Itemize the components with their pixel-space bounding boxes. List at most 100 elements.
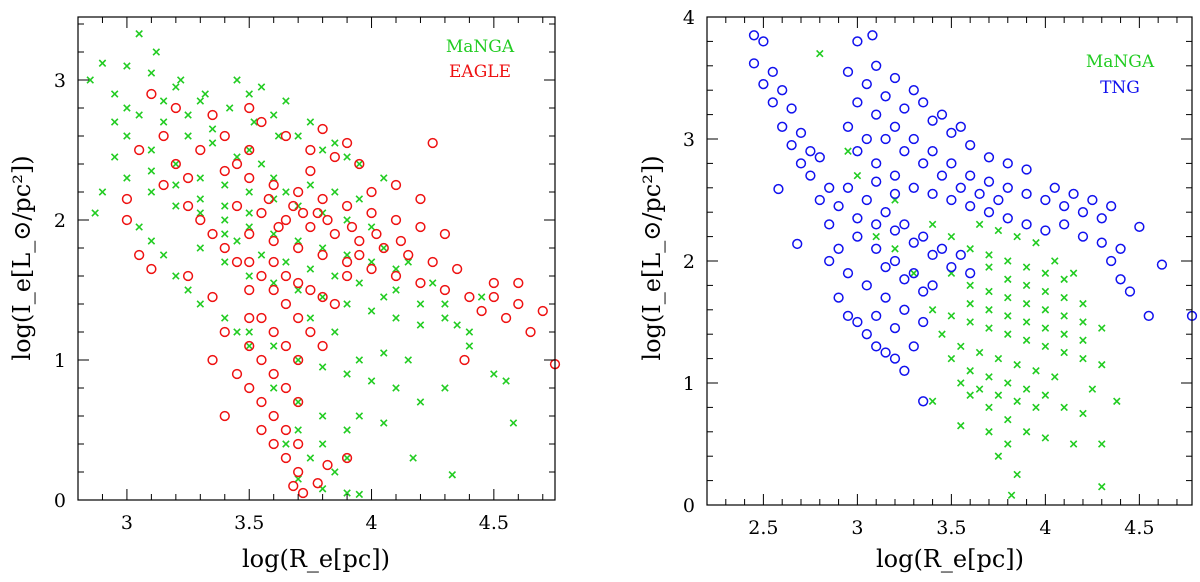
- right-tng-point: [974, 188, 985, 200]
- left-manga-point: [221, 314, 229, 322]
- left-eagle-point: [170, 102, 181, 114]
- left-manga-point: [208, 125, 217, 133]
- left-eagle-point: [256, 270, 267, 282]
- left-manga-point: [318, 244, 327, 252]
- right-tng-point: [842, 66, 854, 78]
- right-tng-point: [852, 97, 863, 108]
- right-tng-point: [927, 146, 938, 157]
- right-manga-point: [1004, 379, 1012, 387]
- y-tick-label: 3: [54, 70, 66, 92]
- left-manga-point: [196, 209, 205, 217]
- left-eagle-point: [244, 284, 255, 296]
- right-manga-point: [1013, 232, 1021, 241]
- left-eagle-point: [366, 263, 377, 275]
- right-tng-point: [871, 341, 882, 352]
- left-manga-point: [502, 377, 510, 385]
- left-eagle-point: [182, 200, 194, 212]
- right-tng-point: [880, 292, 891, 303]
- right-manga-point: [1004, 440, 1012, 448]
- right-tng-point: [918, 396, 929, 407]
- right-tng-point: [824, 255, 835, 267]
- right-tng-point: [955, 182, 966, 193]
- right-axis-ticks: 2.5 3 3.5 4 4.5 0 1 2 3 4: [683, 7, 1192, 539]
- left-manga-point: [509, 419, 518, 427]
- left-eagle-point: [439, 228, 451, 240]
- right-tng-point: [748, 58, 760, 69]
- left-manga-point: [294, 356, 302, 364]
- right-manga-point: [1041, 391, 1050, 399]
- left-manga-point: [196, 97, 205, 105]
- left-manga-point: [123, 104, 131, 112]
- right-tng-point: [871, 158, 882, 169]
- left-manga-point: [269, 230, 278, 238]
- left-manga-point: [355, 356, 364, 364]
- left-manga-point: [343, 216, 351, 224]
- right-tng-point: [795, 127, 807, 139]
- left-eagle-point: [146, 88, 157, 100]
- left-eagle-point: [371, 228, 382, 240]
- left-eagle-point: [341, 270, 353, 282]
- right-manga-point: [1060, 403, 1068, 412]
- left-manga-point: [318, 146, 327, 154]
- left-manga-point: [282, 258, 290, 266]
- left-manga-point: [201, 90, 209, 98]
- left-eagle-point: [219, 326, 230, 338]
- right-tng-point: [792, 238, 803, 250]
- left-manga-point: [123, 62, 131, 70]
- left-eagle-point: [256, 312, 267, 324]
- left-eagle-point: [280, 424, 292, 436]
- left-manga-point: [196, 174, 205, 182]
- left-manga-point: [465, 328, 474, 336]
- right-tng-point: [777, 121, 788, 132]
- left-manga-point: [367, 258, 376, 266]
- right-manga-point: [966, 281, 974, 290]
- left-manga-point: [159, 118, 168, 126]
- left-manga-point: [380, 349, 388, 357]
- left-manga-point: [269, 342, 278, 350]
- right-manga-point: [1041, 287, 1050, 296]
- right-manga-point: [1069, 440, 1078, 448]
- right-tng-point: [777, 85, 788, 96]
- left-y-axis-label: log(I_e[L_⊙/pc²]): [8, 155, 36, 360]
- right-tng-point: [1106, 200, 1117, 212]
- right-tng-point: [871, 109, 882, 120]
- left-manga-point: [448, 471, 457, 479]
- left-eagle-point: [244, 228, 255, 240]
- left-eagle-point: [459, 354, 470, 366]
- x-tick-label: 4.5: [479, 512, 509, 534]
- left-eagle-point: [268, 326, 279, 338]
- left-eagle-point: [322, 459, 333, 471]
- right-manga-point: [1004, 293, 1012, 302]
- left-manga-point: [294, 132, 302, 140]
- left-manga-point: [86, 76, 94, 84]
- right-tng-point: [786, 103, 797, 114]
- left-manga-point: [294, 286, 302, 294]
- right-manga-point: [1051, 257, 1059, 265]
- left-manga-point: [392, 384, 400, 392]
- left-manga-point: [196, 300, 205, 308]
- right-manga-point: [1098, 360, 1106, 369]
- y-tick-label: 3: [683, 129, 695, 151]
- right-tng-point: [1096, 237, 1107, 248]
- right-tng-point: [861, 194, 872, 206]
- right-tng-point: [927, 249, 938, 261]
- left-eagle-point: [280, 340, 292, 352]
- right-manga-point: [1022, 263, 1031, 271]
- right-manga-point: [994, 354, 1003, 363]
- left-manga-point: [221, 258, 229, 266]
- left-manga-point: [490, 370, 498, 378]
- left-manga-point: [343, 251, 351, 259]
- left-eagle-point: [231, 200, 243, 212]
- left-manga-point: [245, 90, 253, 98]
- right-manga-point: [1022, 336, 1031, 345]
- left-manga-point: [98, 59, 107, 67]
- right-manga-point: [1041, 434, 1050, 442]
- right-manga-point: [1069, 269, 1078, 277]
- left-eagle-point: [341, 200, 353, 212]
- left-eagle-point: [305, 326, 316, 338]
- left-manga-point: [172, 272, 180, 280]
- left-legend-manga: MaNGA: [446, 37, 515, 57]
- left-manga-point: [367, 377, 376, 385]
- right-manga-point: [1013, 397, 1021, 406]
- left-scatter-panel: 3 3.5 4 4.5 0 1 2 3 MaNGA EAGLE log(R_e[pc]) lo…: [8, 16, 561, 573]
